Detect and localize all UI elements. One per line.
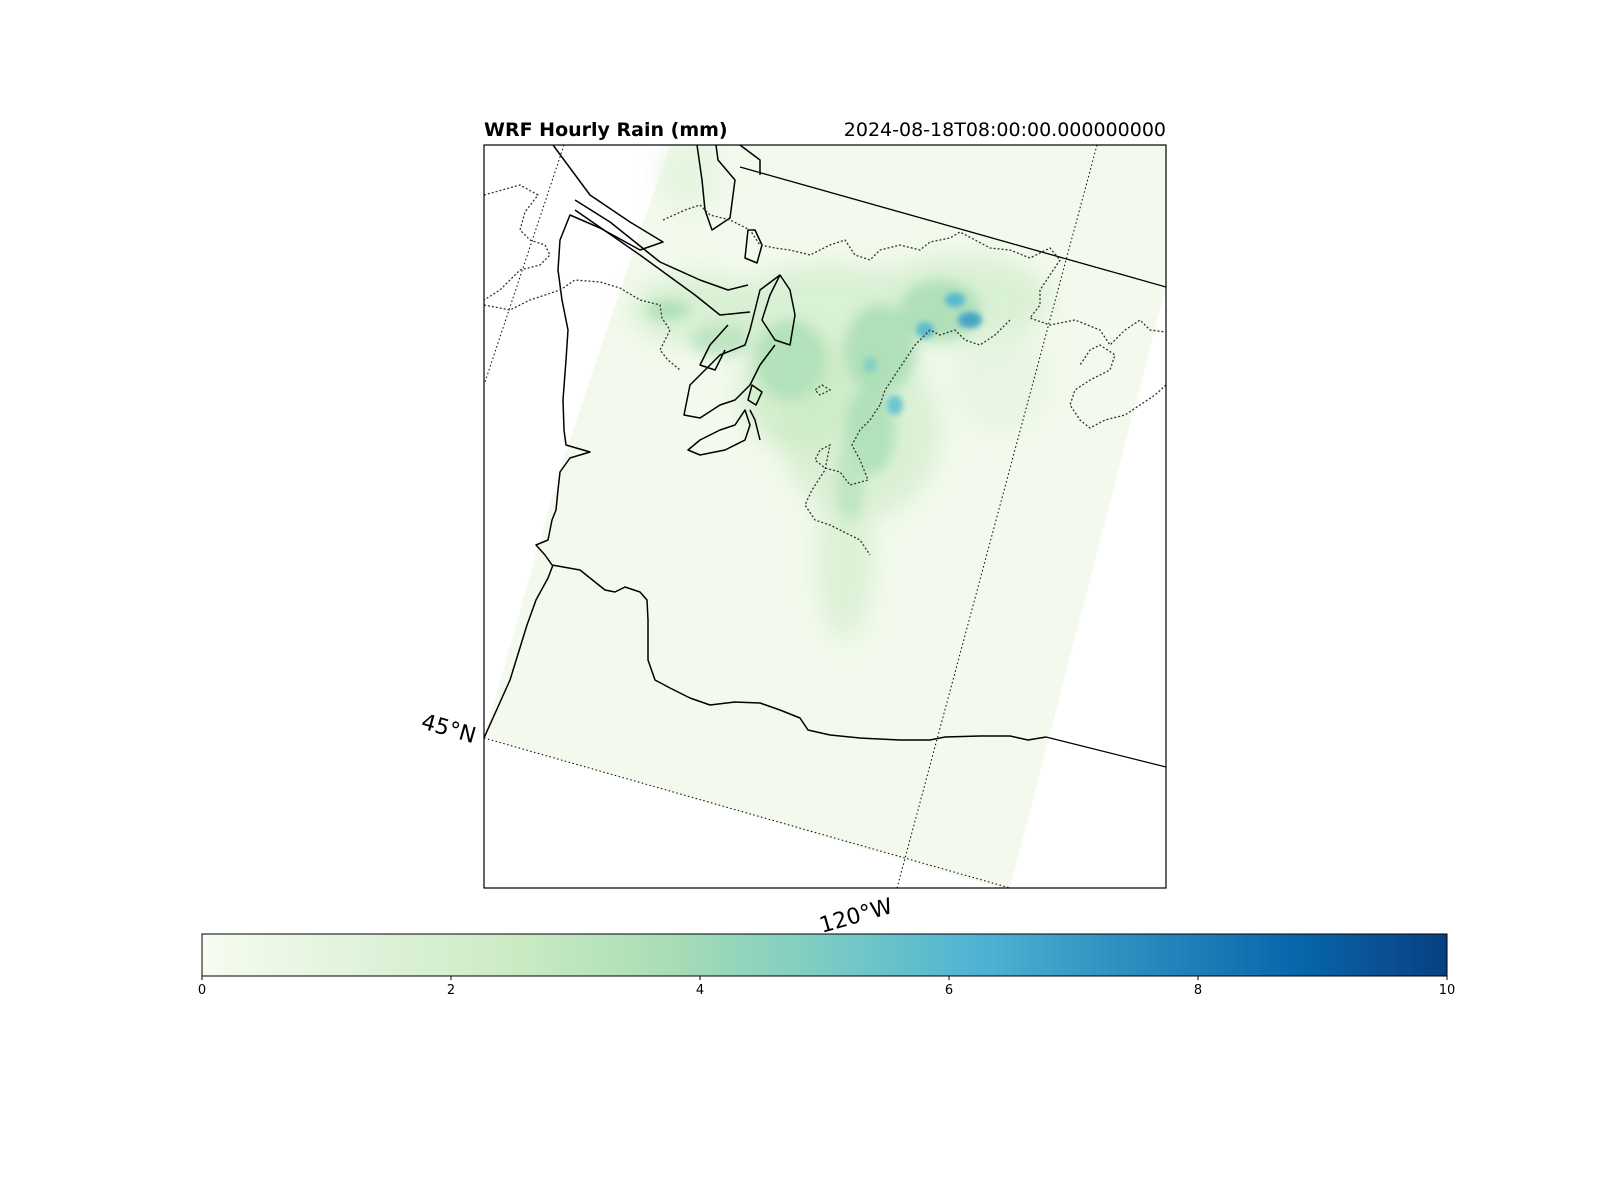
domain-edge-south xyxy=(1045,736,1166,768)
map-axes xyxy=(484,145,1166,888)
rain-field xyxy=(484,145,1166,888)
map-timestamp: 2024-08-18T08:00:00.000000000 xyxy=(844,119,1166,141)
colorbar-tick-label: 4 xyxy=(696,983,704,998)
map-frame xyxy=(483,144,1167,889)
gridline-45N xyxy=(484,737,1011,888)
colorbar-ticks: 0 2 4 6 8 10 xyxy=(198,976,1455,998)
coastlines xyxy=(484,145,1047,741)
borders xyxy=(484,184,1166,556)
colorbar: 0 2 4 6 8 10 xyxy=(198,933,1455,998)
colorbar-tick-label: 10 xyxy=(1439,983,1456,998)
colorbar-tick-label: 6 xyxy=(945,983,953,998)
colorbar-gradient xyxy=(201,933,1448,977)
gridline-120W xyxy=(896,145,1098,888)
lat-label-45N: 45°N xyxy=(418,710,478,749)
domain-edge-north xyxy=(739,166,1166,288)
map-title: WRF Hourly Rain (mm) xyxy=(484,119,728,141)
colorbar-tick-label: 8 xyxy=(1194,983,1202,998)
colorbar-tick-label: 0 xyxy=(198,983,206,998)
lon-label-120W: 120°W xyxy=(817,894,896,939)
colorbar-tick-label: 2 xyxy=(447,983,455,998)
